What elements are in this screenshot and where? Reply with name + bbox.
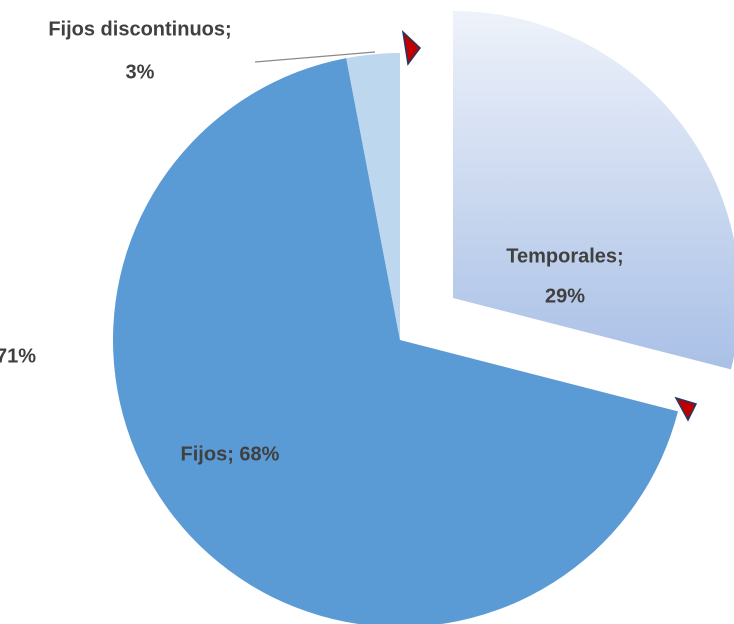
data-label: Fijos discontinuos; [48, 18, 231, 40]
marker [674, 396, 698, 422]
pie-slice [346, 53, 400, 340]
annotation: 71% [0, 345, 36, 367]
data-label: 3% [126, 61, 155, 83]
data-label: 29% [545, 285, 585, 307]
pie-slice [113, 58, 678, 624]
pie-slice [453, 11, 734, 370]
data-label: Fijos; 68% [181, 443, 280, 465]
marker [401, 29, 422, 66]
leader-line [254, 51, 376, 63]
data-label: Temporales; [506, 245, 623, 267]
